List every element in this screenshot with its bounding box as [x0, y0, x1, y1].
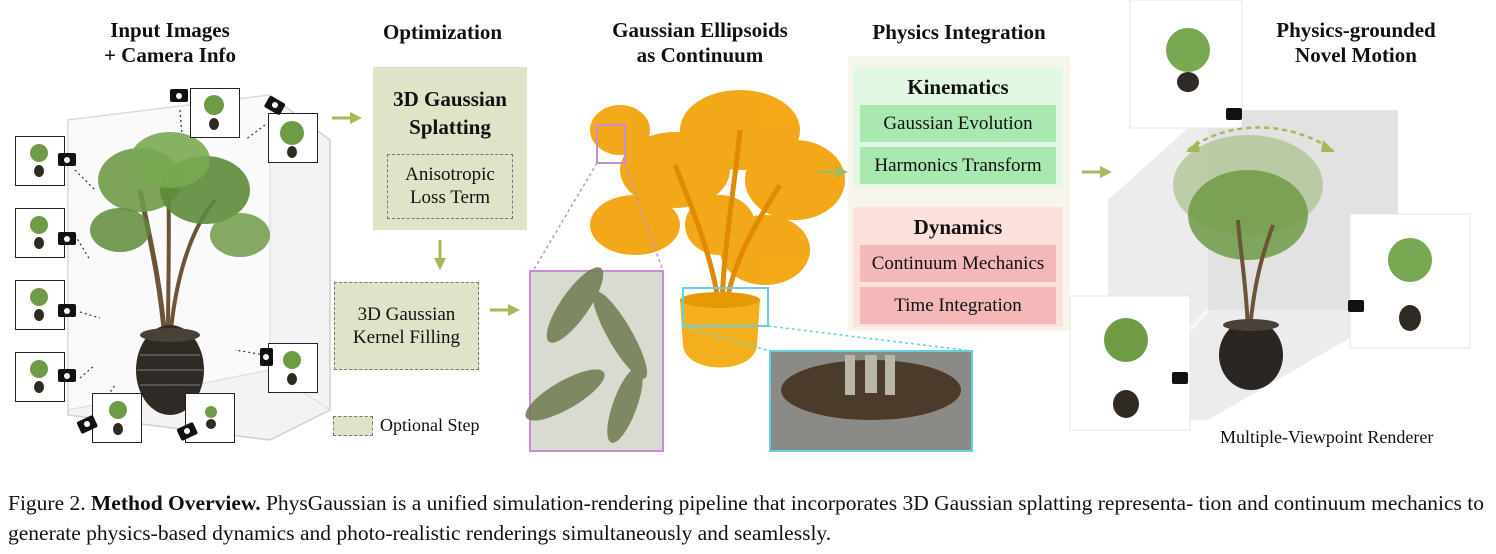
novel-header-line2: Novel Motion: [1295, 43, 1417, 67]
arrow-right-icon: [818, 166, 848, 178]
novel-header-line1: Physics-grounded: [1276, 18, 1436, 42]
input-scene: [67, 94, 331, 441]
video-camera-icon: [1226, 108, 1242, 120]
ellipsoids-header-line2: as Continuum: [636, 43, 764, 67]
caption-prefix: Figure 2.: [8, 491, 92, 515]
plant-illustration: [90, 132, 270, 415]
novel-motion-header: Physics-grounded Novel Motion: [1245, 18, 1467, 68]
arrow-right-icon: [1082, 166, 1112, 178]
splatting-title-line2: Splatting: [409, 115, 491, 139]
optimization-header: Optimization: [383, 20, 502, 44]
caption-bold: Method Overview.: [91, 491, 261, 515]
arrow-right-icon: [490, 304, 520, 316]
physics-header: Physics Integration: [872, 20, 1046, 44]
ellipsoids-header-line1: Gaussian Ellipsoids: [612, 18, 788, 42]
arrow-down-icon: [434, 240, 446, 270]
gaussian-plant-illustration: [525, 90, 973, 452]
video-camera-icon: [1348, 300, 1364, 312]
dynamics-title: Dynamics: [913, 215, 1003, 239]
video-camera-icon: [1172, 372, 1188, 384]
dynamics-box: Dynamics Continuum Mechanics Time Integr…: [853, 207, 1063, 327]
loss-line2: Loss Term: [409, 187, 491, 208]
kernel-line1: 3D Gaussian: [357, 304, 456, 325]
anisotropic-loss-box: Anisotropic Loss Term: [387, 154, 513, 219]
input-header: Input Images + Camera Info: [60, 18, 280, 68]
caption-text: PhysGaussian is a unified simulation-ren…: [8, 491, 1485, 545]
kernel-filling-box: 3D Gaussian Kernel Filling: [334, 282, 479, 370]
input-header-line1: Input Images: [110, 18, 230, 42]
continuum-mechanics-item: Continuum Mechanics: [860, 245, 1056, 282]
renderer-label: Multiple-Viewpoint Renderer: [1220, 427, 1434, 447]
gaussian-evolution-item: Gaussian Evolution: [860, 105, 1056, 142]
kernel-line2: Kernel Filling: [352, 327, 461, 348]
gaussian-splatting-box: 3D Gaussian Splatting Anisotropic Loss T…: [373, 67, 527, 230]
figure-caption: Figure 2. Method Overview. PhysGaussian …: [8, 488, 1488, 548]
camera-icons: [30, 89, 304, 441]
loss-line1: Anisotropic: [405, 164, 495, 185]
kinematics-box: Kinematics Gaussian Evolution Harmonics …: [853, 67, 1063, 187]
ellipsoids-header: Gaussian Ellipsoids as Continuum: [585, 18, 815, 68]
arrow-right-icon: [332, 112, 362, 124]
input-header-line2: + Camera Info: [103, 43, 237, 67]
renderer-scene: [1069, 0, 1471, 431]
kinematics-title: Kinematics: [907, 75, 1009, 99]
legend-swatch: [333, 416, 373, 436]
splatting-title-line1: 3D Gaussian: [393, 87, 507, 111]
harmonics-transform-item: Harmonics Transform: [860, 147, 1056, 184]
legend-label: Optional Step: [380, 415, 480, 435]
time-integration-item: Time Integration: [860, 287, 1056, 324]
